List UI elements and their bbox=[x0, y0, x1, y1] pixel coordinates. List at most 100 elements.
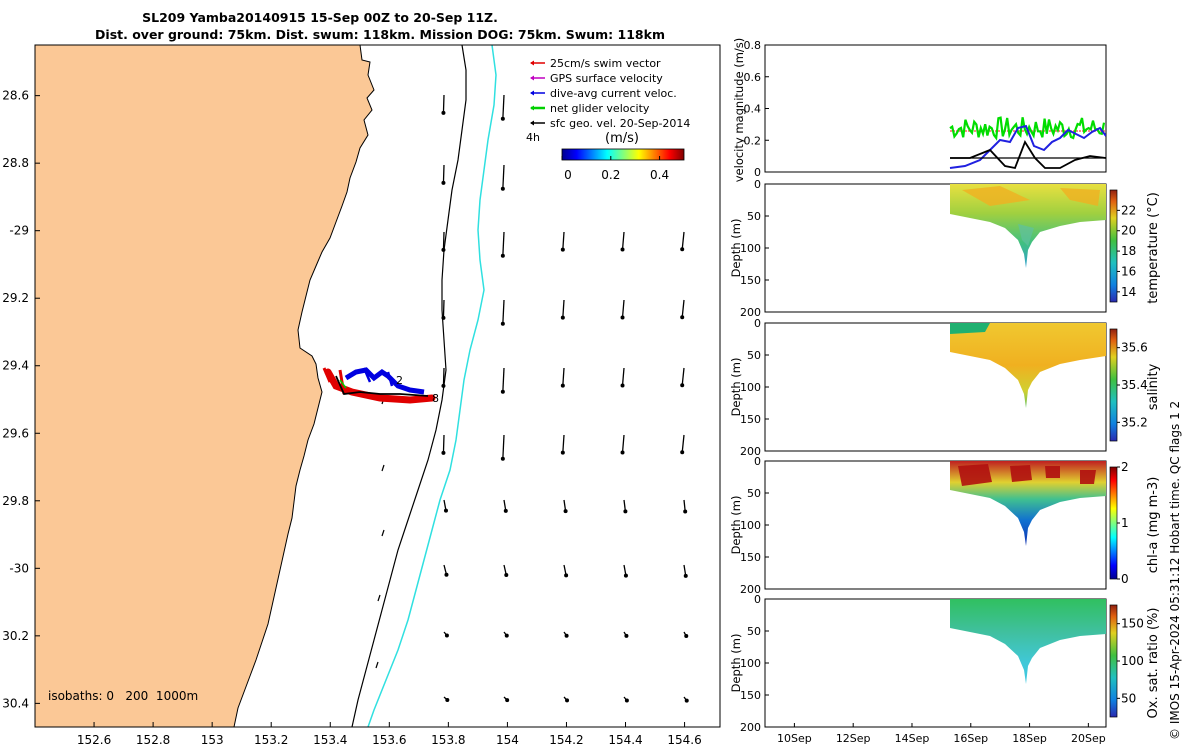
velocity-arrow bbox=[683, 564, 688, 578]
isobath-label: isobaths: 0 200 1000m bbox=[48, 689, 198, 703]
velocity-arrow bbox=[500, 367, 505, 394]
velocity-y-ticks: 0 0.2 0.4 0.6 0.8 bbox=[744, 39, 769, 179]
ox-y-ticks: 0 50 100 150 200 bbox=[740, 593, 769, 734]
velocity-arrow bbox=[620, 231, 625, 252]
velocity-arrow bbox=[443, 499, 448, 513]
map-y-tick-label: 29.6 bbox=[2, 426, 29, 440]
velocity-arrow bbox=[441, 164, 446, 185]
map-x-tick-label: 152.6 bbox=[77, 733, 111, 747]
chla-ylabel: Depth (m) bbox=[729, 496, 743, 555]
map-y-tick-label: 29.2 bbox=[2, 291, 29, 305]
depth-tick-label: 0 bbox=[754, 593, 761, 606]
map-x-tick-label: 152.8 bbox=[136, 733, 170, 747]
velocity-arrow bbox=[623, 696, 629, 703]
velocity-y-tick-label: 0 bbox=[754, 166, 761, 179]
temperature-panel: 0 50 100 150 200 Depth (m) 14 16 18 20 22 temper… bbox=[729, 178, 1161, 319]
map-x-tick-label: 153.8 bbox=[431, 733, 465, 747]
surface-velocity-arrows bbox=[375, 94, 689, 727]
depth-tick-label: 100 bbox=[740, 657, 761, 670]
svg-text:25cm/s swim vector: 25cm/s swim vector bbox=[550, 57, 661, 70]
velocity-arrow bbox=[441, 231, 446, 252]
map-x-tick-label: 153.6 bbox=[372, 733, 406, 747]
map-x-tick-label: 154.6 bbox=[667, 733, 701, 747]
colorbar-tick-label: 50 bbox=[1121, 691, 1136, 705]
map-x-tick-label: 154.4 bbox=[608, 733, 642, 747]
velocity-arrow bbox=[683, 499, 688, 514]
temp-ylabel: Depth (m) bbox=[729, 219, 743, 278]
velocity-arrow bbox=[443, 631, 449, 638]
velocity-y-tick-label: 0.8 bbox=[744, 39, 762, 52]
velocity-arrow bbox=[680, 434, 685, 455]
map-x-tick-label: 153 bbox=[201, 733, 224, 747]
colorbar-tick-label: 100 bbox=[1121, 654, 1144, 668]
salinity-section bbox=[950, 323, 1106, 408]
sal-ylabel: Depth (m) bbox=[729, 358, 743, 417]
velocity-arrow bbox=[500, 299, 505, 326]
velocity-axes bbox=[764, 44, 1107, 173]
map-y-tick-label: 28.8 bbox=[2, 156, 29, 170]
dive-avg-current-track bbox=[344, 367, 425, 395]
velocity-arrow bbox=[623, 564, 628, 578]
velocity-panel: 0 0.2 0.4 0.6 0.8 velocity magnitude (m/s) bbox=[732, 38, 1107, 183]
chla-panel: 0 50 100 150 200 Depth (m) 0 1 2 chl-a (mg m-3… bbox=[729, 455, 1161, 596]
map-y-tick-label: 30.4 bbox=[2, 696, 29, 710]
sal-y-ticks: 0 50 100 150 200 bbox=[740, 317, 769, 458]
depth-tick-label: 200 bbox=[740, 306, 761, 319]
oxygen-panel: 0 50 100 150 200 Depth (m) 50 100 150 Ox. sat.… bbox=[729, 593, 1161, 745]
depth-tick-label: 100 bbox=[740, 519, 761, 532]
velocity-arrow bbox=[683, 696, 689, 703]
depth-tick-label: 100 bbox=[740, 242, 761, 255]
ox-colorbar-ticks: 50 100 150 bbox=[1117, 617, 1144, 705]
map-x-ticks: 152.6 152.8 153 153.2 153.4 153.6 153.8 154 154.… bbox=[77, 722, 702, 747]
chart-title-line2: Dist. over ground: 75km. Dist. swum: 118… bbox=[95, 27, 665, 42]
velocity-arrow bbox=[503, 631, 509, 638]
velocity-arrow bbox=[560, 299, 565, 320]
velocity-arrow bbox=[620, 299, 625, 320]
map-x-tick-label: 153.4 bbox=[313, 733, 347, 747]
velocity-arrow bbox=[620, 434, 625, 455]
velocity-arrow bbox=[381, 464, 385, 472]
swim-vectors bbox=[324, 368, 436, 404]
sal-colorbar bbox=[1109, 328, 1118, 442]
velocity-arrow bbox=[441, 367, 446, 388]
velocity-arrow bbox=[560, 367, 565, 388]
map-y-tick-label: -29 bbox=[9, 224, 29, 238]
map-y-ticks: 28.6 28.8 -29 29.2 29.4 29.6 29.8 -30 30.2 30.4 bbox=[2, 89, 40, 710]
velocity-arrow bbox=[560, 434, 565, 455]
map-y-tick-label: 29.4 bbox=[2, 359, 29, 373]
sal-cblabel: salinity bbox=[1146, 363, 1161, 410]
velocity-y-tick-label: 0.4 bbox=[744, 103, 762, 116]
map-colorbar-tick-label: 0 bbox=[564, 168, 572, 182]
depth-tick-label: 200 bbox=[740, 445, 761, 458]
colorbar-tick-label: 14 bbox=[1121, 285, 1136, 299]
velocity-arrow bbox=[683, 631, 689, 639]
legend-item-net: net glider velocity bbox=[530, 102, 650, 115]
velocity-ylabel: velocity magnitude (m/s) bbox=[732, 38, 746, 183]
depth-tick-label: 200 bbox=[740, 721, 761, 734]
colorbar-tick-label: 1 bbox=[1121, 516, 1129, 530]
temp-cblabel: temperature (°C) bbox=[1146, 192, 1161, 304]
time-x-ticks: 10Sep 12Sep 14Sep 16Sep 18Sep 20Sep bbox=[777, 723, 1106, 745]
velocity-arrow bbox=[377, 594, 381, 602]
velocity-arrow bbox=[680, 299, 685, 320]
map-legend: 25cm/s swim vector GPS surface velocity … bbox=[526, 57, 690, 182]
map-y-tick-label: 30.2 bbox=[2, 629, 29, 643]
net-glider-track bbox=[335, 375, 429, 397]
map-colorbar-tick-label: 0.2 bbox=[601, 168, 620, 182]
chart-title-line1: SL209 Yamba20140915 15-Sep 00Z to 20-Sep… bbox=[142, 10, 498, 25]
map-x-tick-label: 154 bbox=[496, 733, 519, 747]
velocity-arrow bbox=[441, 434, 446, 455]
colorbar-unit-label: (m/s) bbox=[605, 131, 639, 146]
colorbar-tick-label: 18 bbox=[1121, 244, 1136, 258]
depth-tick-label: 150 bbox=[740, 413, 761, 426]
series-dive-avg-current bbox=[949, 124, 1106, 169]
velocity-arrow bbox=[623, 499, 628, 514]
depth-tick-label: 200 bbox=[740, 583, 761, 596]
colorbar-tick-label: 0 bbox=[1121, 572, 1129, 586]
svg-text:sfc geo. vel. 20-Sep-2014: sfc geo. vel. 20-Sep-2014 bbox=[550, 117, 690, 130]
velocity-arrow bbox=[500, 164, 505, 191]
depth-tick-label: 50 bbox=[747, 487, 761, 500]
velocity-arrow bbox=[620, 367, 625, 388]
temp-y-ticks: 0 50 100 150 200 bbox=[740, 178, 769, 319]
